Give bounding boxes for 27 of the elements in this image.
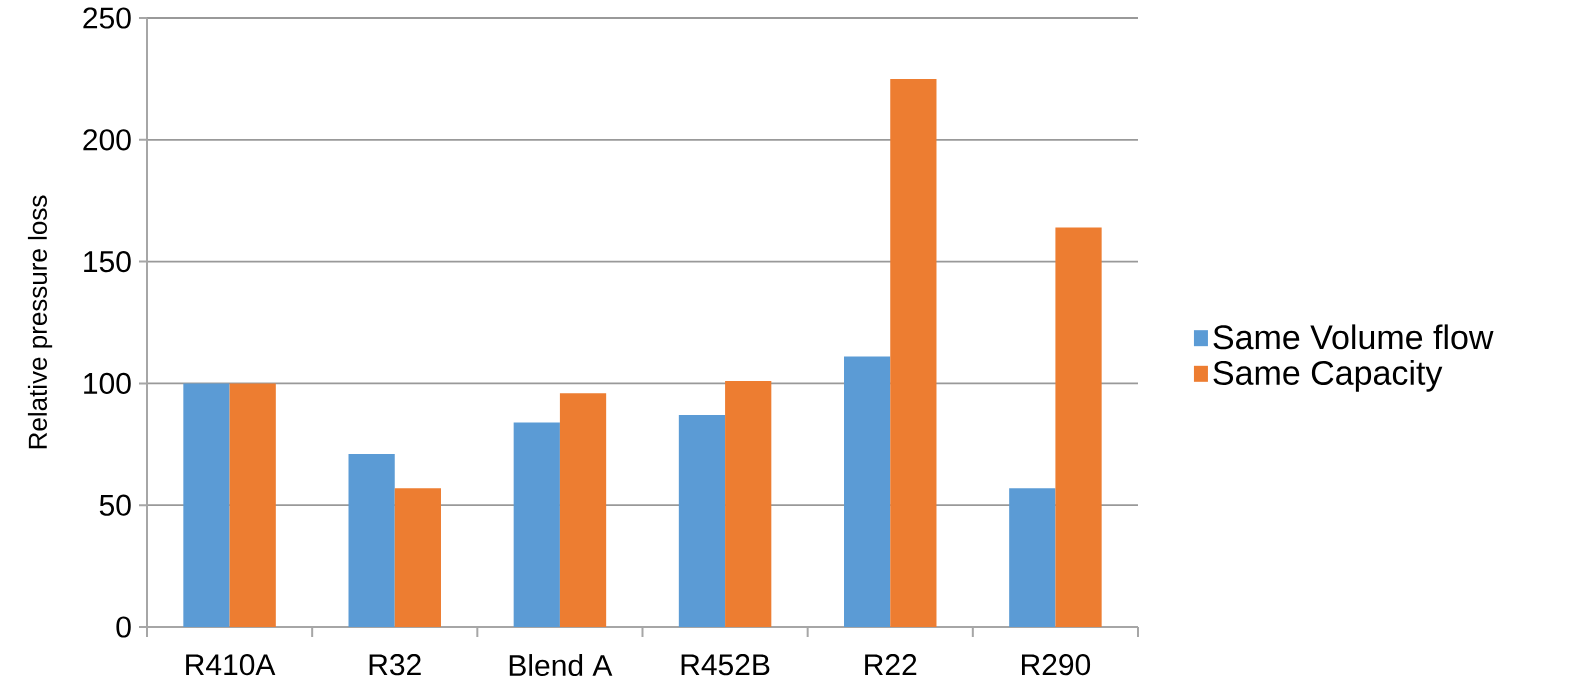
legend-label: Same Volume flow: [1213, 324, 1494, 350]
x-tick-label: R410A: [186, 654, 276, 676]
y-tick-label: 50: [99, 494, 131, 516]
x-tick-label: R32: [369, 654, 421, 676]
y-tick-label: 250: [83, 7, 131, 29]
bar: [1055, 227, 1102, 627]
bar: [890, 78, 937, 627]
y-axis-title: Relative pressure loss: [27, 195, 53, 449]
y-tick-label: 0: [116, 616, 131, 638]
bar: [844, 356, 891, 627]
y-tick-label: 100: [84, 372, 131, 395]
bar: [678, 415, 726, 627]
bar: [348, 454, 395, 627]
bar: [183, 383, 230, 627]
bar: [1009, 488, 1056, 627]
x-tick-label: R290: [1021, 654, 1091, 676]
y-tick-label: 200: [83, 129, 131, 151]
y-tick-label: 150: [84, 250, 131, 273]
x-tick-label: R22: [865, 654, 917, 676]
x-tick-label: Blend A: [509, 654, 613, 677]
bar: [513, 422, 560, 627]
bar: [559, 393, 607, 627]
x-tick-label: R452B: [681, 654, 770, 676]
legend-label: Same Capacity: [1213, 360, 1443, 392]
bar: [725, 380, 772, 627]
bar: [229, 383, 276, 627]
bar: [394, 488, 441, 627]
